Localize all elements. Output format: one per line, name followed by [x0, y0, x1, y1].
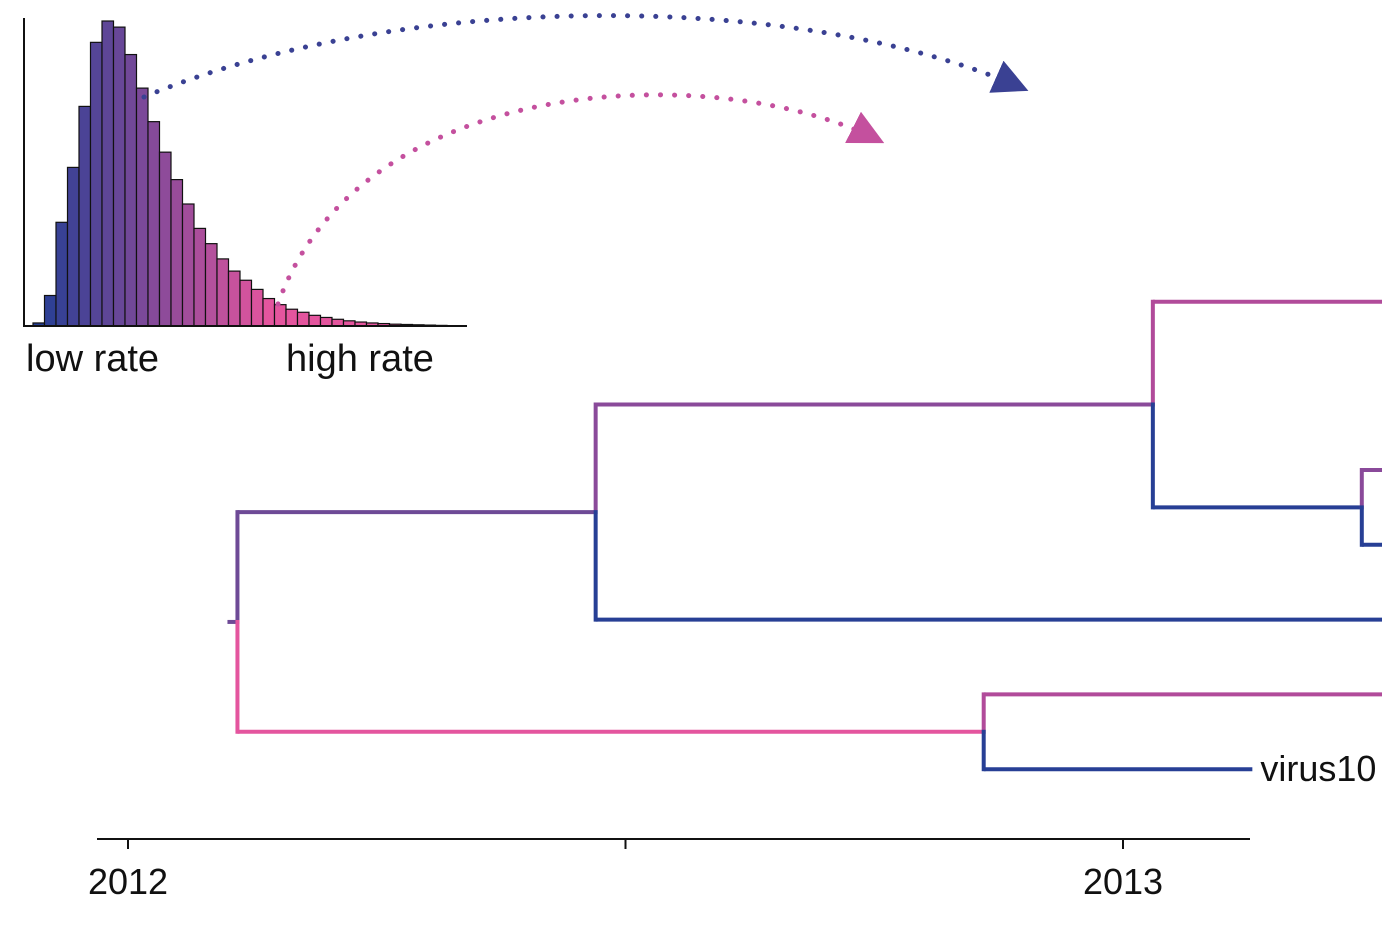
- histogram-bar: [250, 288, 264, 327]
- histogram-bar: [181, 203, 195, 327]
- high-rate-label: high rate: [286, 338, 434, 380]
- high-rate-arrow: [275, 92, 885, 307]
- axis-tick-label: 2013: [1083, 861, 1163, 902]
- time-axis: 201220132014: [88, 838, 1250, 902]
- histogram-bar: [158, 151, 172, 327]
- low-rate-arrow: [141, 13, 1029, 100]
- tree-branches: [227, 299, 1382, 772]
- tree-tip-labels: virus1virus2virus3virus4virus5virus6viru…: [1260, 748, 1376, 789]
- histogram-bar: [331, 318, 345, 327]
- histogram-bar: [227, 270, 241, 327]
- tip-label-virus10: virus10: [1260, 748, 1376, 789]
- rate-arrows: [141, 13, 1029, 307]
- histogram-bar: [89, 41, 103, 327]
- rate-histogram: low rate high rate: [23, 18, 467, 380]
- histogram-bar: [239, 279, 253, 327]
- histogram-bar: [135, 87, 149, 327]
- histogram-bar: [273, 304, 287, 327]
- histogram-bar: [296, 311, 310, 327]
- histogram-bar: [101, 20, 115, 327]
- phylogenetic-tree: virus1virus2virus3virus4virus5virus6viru…: [227, 299, 1382, 789]
- histogram-bar: [170, 179, 184, 327]
- histogram-bar: [55, 221, 69, 327]
- histogram-bar: [319, 316, 333, 327]
- histogram-bar: [204, 243, 218, 327]
- histogram-bars: [32, 20, 448, 327]
- low-rate-label: low rate: [26, 338, 159, 380]
- histogram-bar: [216, 258, 230, 327]
- histogram-bar: [262, 297, 276, 327]
- histogram-bar: [147, 121, 161, 327]
- histogram-bar: [78, 105, 92, 327]
- time-axis-ticks: 201220132014: [88, 839, 1163, 902]
- histogram-bar: [43, 294, 57, 327]
- histogram-bar: [193, 227, 207, 327]
- histogram-bar: [124, 53, 138, 327]
- histogram-bar: [308, 314, 322, 327]
- histogram-bar: [285, 308, 299, 327]
- histogram-bar: [112, 26, 126, 327]
- histogram-bar: [66, 166, 80, 327]
- axis-tick-label: 2012: [88, 861, 168, 902]
